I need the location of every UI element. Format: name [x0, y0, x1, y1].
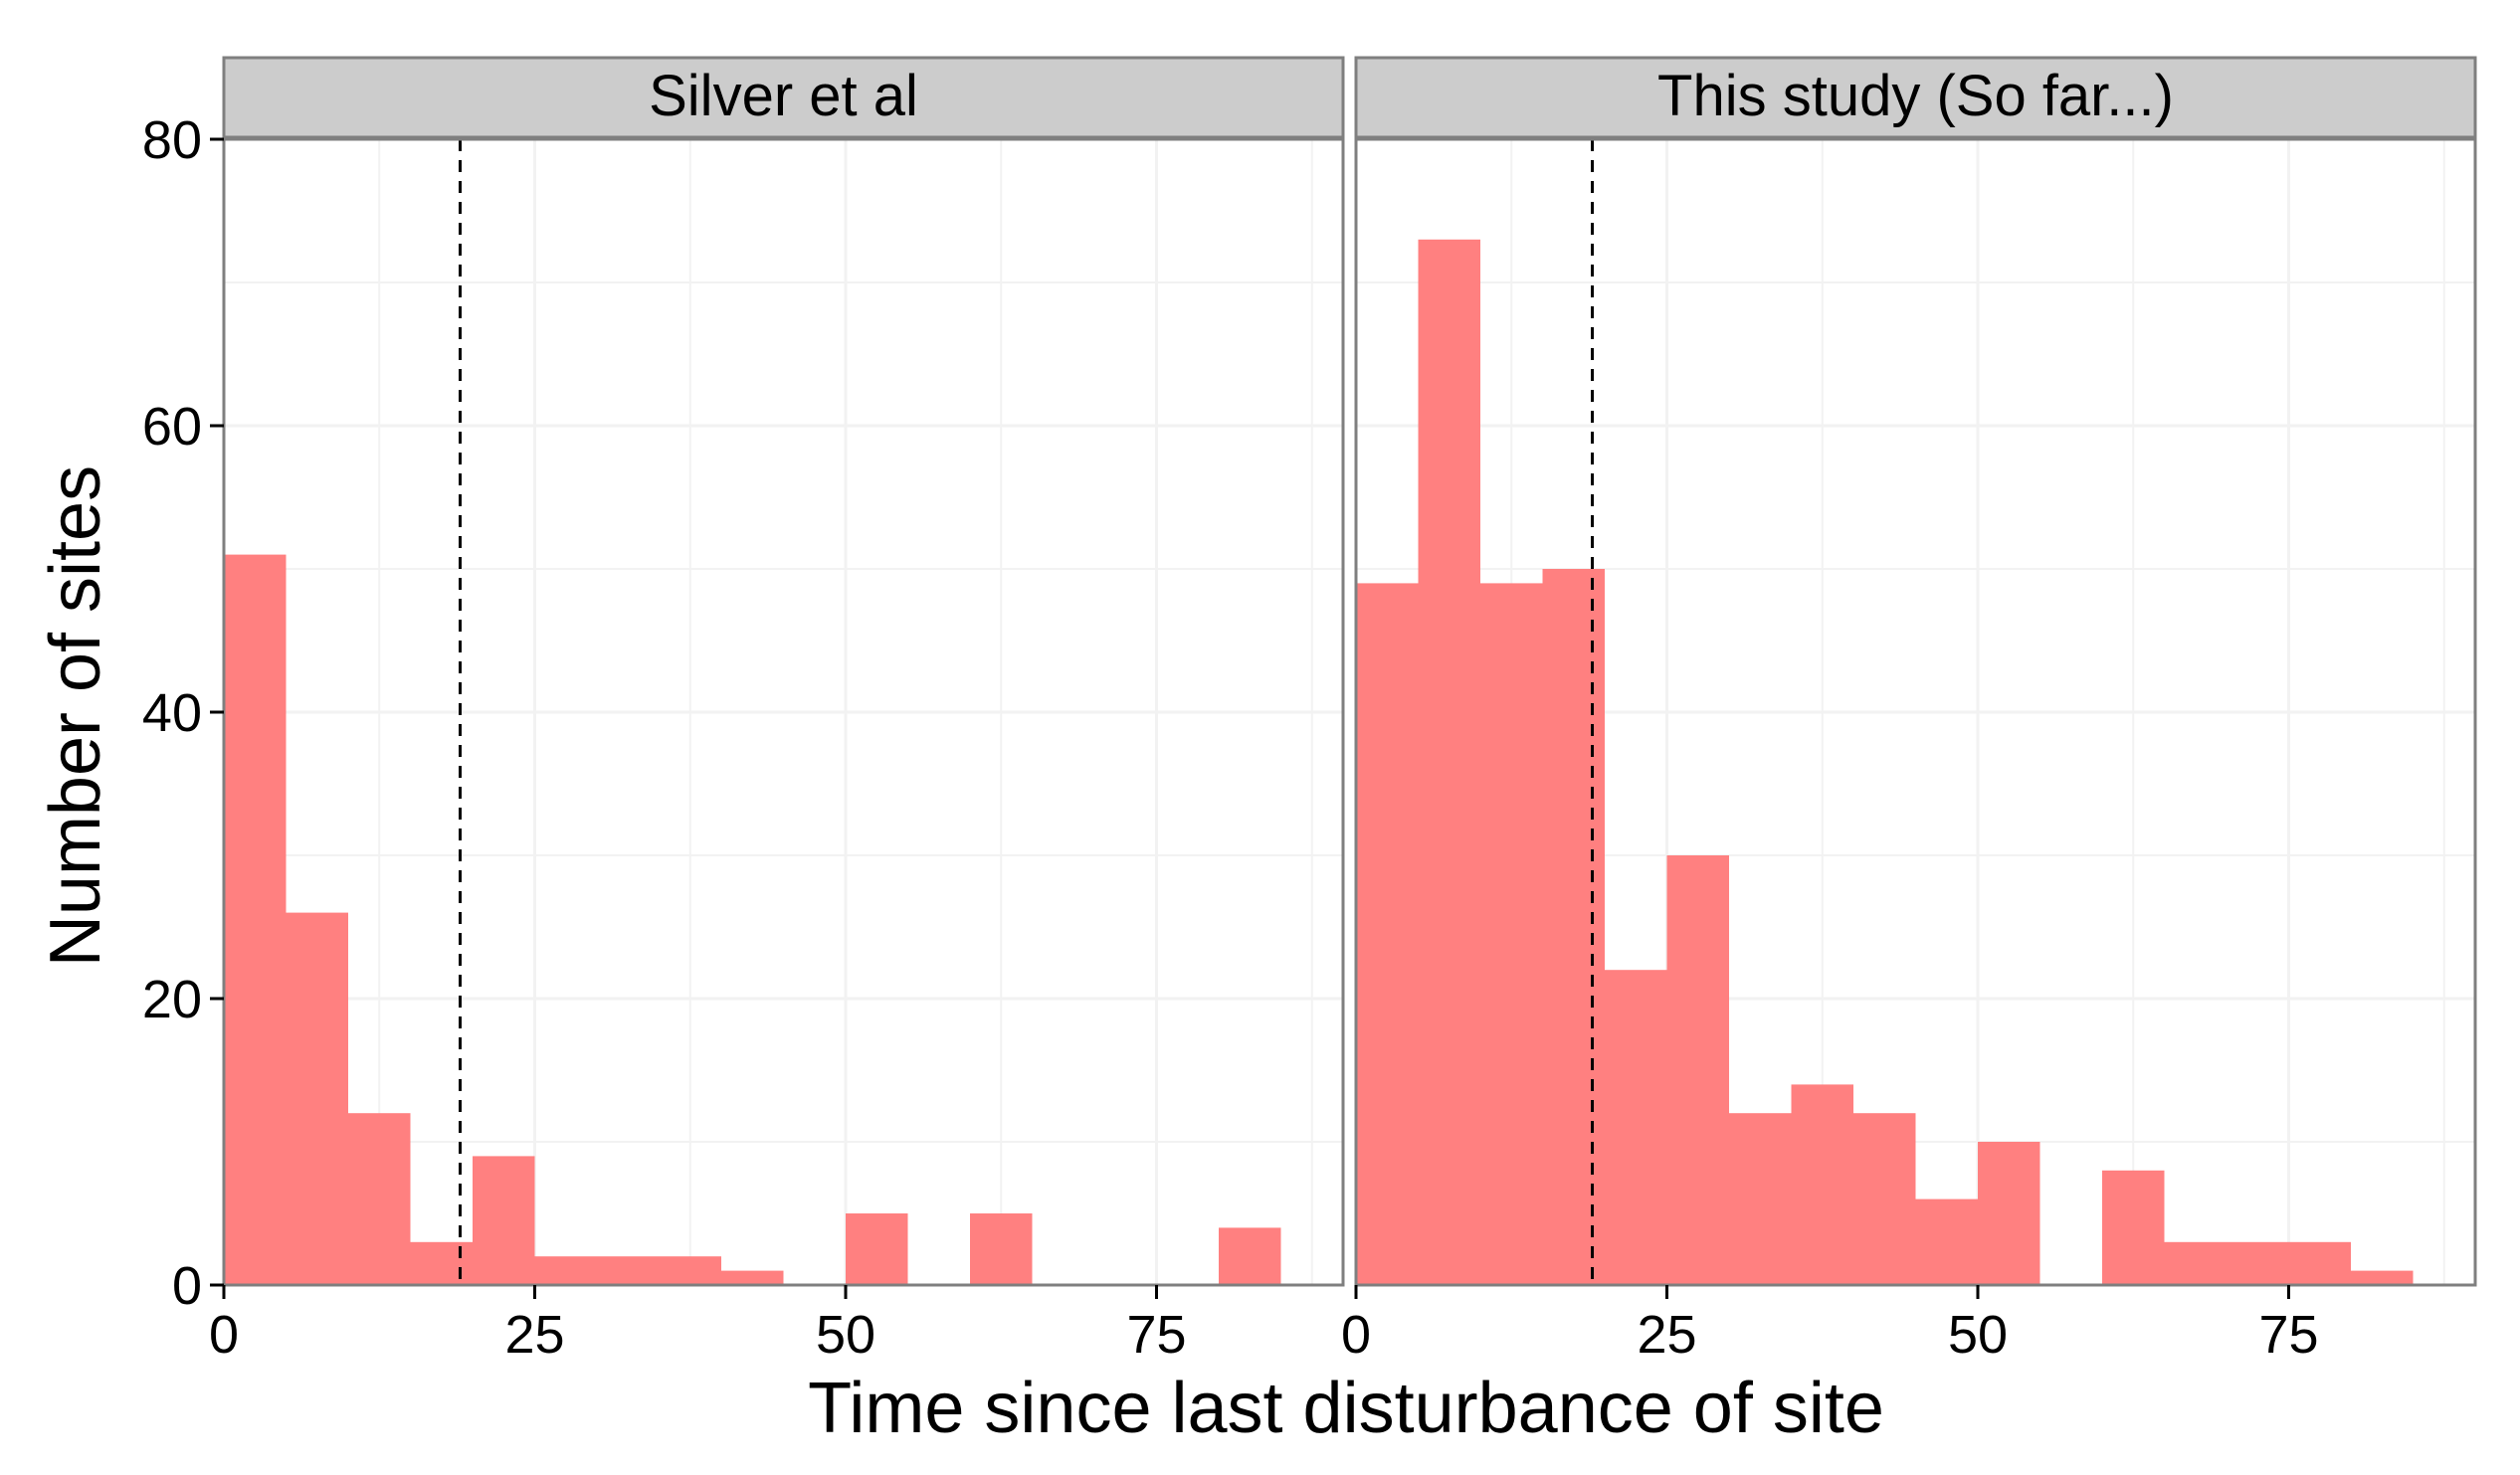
histogram-bar [970, 1213, 1033, 1285]
histogram-bar [2164, 1241, 2227, 1285]
histogram-bar [1978, 1142, 2040, 1285]
histogram-bar [1605, 970, 1667, 1285]
histogram-bar [1480, 583, 1543, 1285]
facet-panel-2: This study (So far...) 0 25 50 75 [1341, 56, 2477, 1365]
y-tick-label: 60 [142, 397, 202, 457]
x-tick-label: 50 [816, 1305, 875, 1365]
histogram-bar [1729, 1113, 1792, 1285]
histogram-bar [410, 1241, 473, 1285]
x-tick-label: 75 [2258, 1305, 2318, 1365]
x-axis-title: Time since last disturbance of site [808, 1369, 1884, 1448]
histogram-bar [2288, 1241, 2351, 1285]
histogram-bar [348, 1113, 411, 1285]
y-axis-title: Number of sites [36, 465, 115, 967]
histogram-bar [286, 912, 348, 1285]
histogram-bar [1418, 239, 1480, 1285]
histogram-bar [534, 1256, 597, 1285]
y-tick-label: 80 [142, 110, 202, 170]
facet-strip [222, 56, 1345, 139]
histogram-bar [1915, 1198, 1978, 1285]
facet-strip [1354, 56, 2477, 139]
histogram-bar [721, 1270, 784, 1285]
facet-strip-title: This study (So far...) [1657, 64, 2174, 128]
histogram-bar [846, 1213, 908, 1285]
x-tick-label: 25 [504, 1305, 564, 1365]
x-tick-label: 0 [209, 1305, 239, 1365]
histogram-bar [1356, 583, 1419, 1285]
histogram-bar [473, 1156, 535, 1285]
panels-layer: Silver et al 0 25 50 75 0 20 40 60 80 This study (… [142, 56, 2477, 1365]
panel-border [1354, 137, 2477, 1287]
y-tick-label: 0 [172, 1256, 202, 1316]
x-tick-label: 0 [1341, 1305, 1371, 1365]
histogram-bar [1853, 1113, 1916, 1285]
histogram-bar [2102, 1170, 2165, 1285]
histogram-bar [1542, 569, 1605, 1285]
facet-panel-1: Silver et al 0 25 50 75 0 20 40 60 80 [142, 56, 1345, 1365]
facet-strip-title: Silver et al [649, 64, 918, 128]
x-tick-label: 50 [1948, 1305, 2008, 1365]
histogram-bar [597, 1256, 660, 1285]
y-tick-label: 40 [142, 683, 202, 743]
histogram-bar [224, 554, 287, 1285]
x-tick-label: 75 [1126, 1305, 1186, 1365]
y-tick-label: 20 [142, 970, 202, 1029]
histogram-bar [659, 1256, 721, 1285]
histogram-bar [1791, 1084, 1853, 1285]
x-tick-label: 25 [1637, 1305, 1696, 1365]
histogram-bar [1666, 855, 1729, 1285]
histogram-bar [1219, 1227, 1281, 1285]
histogram-bar [2351, 1270, 2414, 1285]
histogram-bar [2227, 1241, 2289, 1285]
